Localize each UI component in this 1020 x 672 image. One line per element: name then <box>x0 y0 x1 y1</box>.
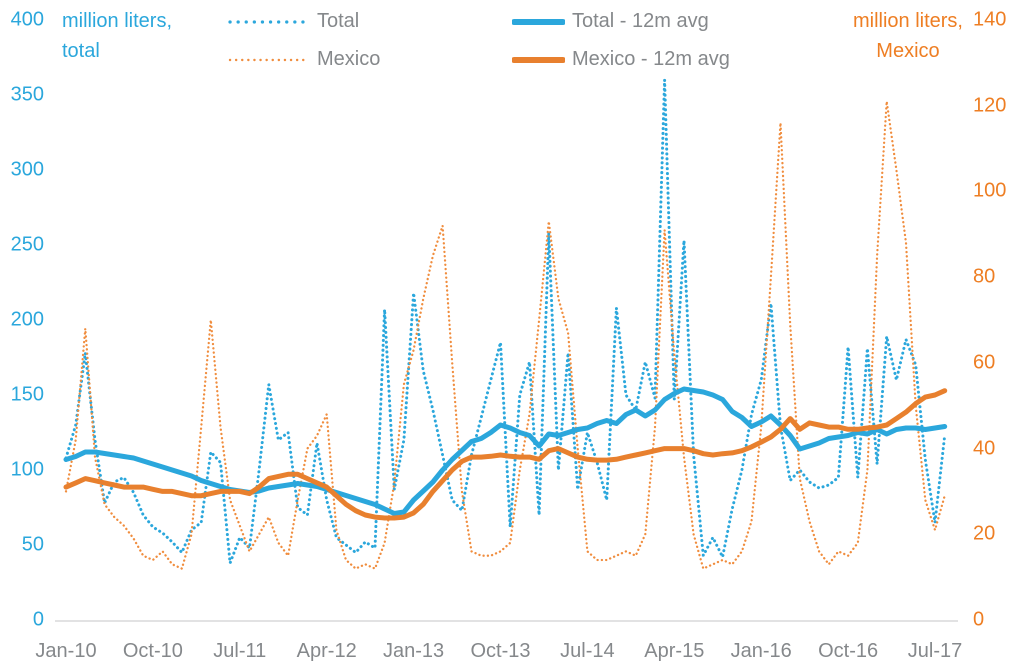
series-mexico-12m-avg-line <box>63 388 948 521</box>
left-axis-title-line2: total <box>62 40 100 62</box>
legend-column-dotted: Total Mexico <box>228 8 380 73</box>
right-axis-title-line2: Mexico <box>876 40 940 62</box>
legend-swatch-dotted <box>228 19 310 24</box>
series-mexico-line <box>64 100 946 570</box>
left-axis-title: million liters, total <box>62 6 172 66</box>
series-total-12m-avg-line <box>63 386 948 516</box>
legend-column-solid: Total - 12m avg Mexico - 12m avg <box>512 8 730 73</box>
legend-item-total-12m-avg: Total - 12m avg <box>512 8 730 35</box>
legend-item-total: Total <box>228 8 380 35</box>
legend-swatch-dotted <box>228 58 310 61</box>
right-axis-title: million liters, Mexico <box>853 6 963 66</box>
left-axis-title-line1: million liters, <box>62 10 173 32</box>
legend-swatch-solid <box>512 18 565 25</box>
legend-label: Total <box>317 10 360 32</box>
legend-swatch-solid <box>512 56 565 63</box>
legend-item-mexico-12m-avg: Mexico - 12m avg <box>512 46 730 73</box>
series-total-line <box>64 78 947 565</box>
legend-label: Total - 12m avg <box>572 10 709 32</box>
legend-label: Mexico <box>317 48 381 70</box>
legend-item-mexico: Mexico <box>228 46 380 73</box>
right-axis-title-line1: million liters, <box>852 10 963 32</box>
legend-label: Mexico - 12m avg <box>572 48 730 70</box>
